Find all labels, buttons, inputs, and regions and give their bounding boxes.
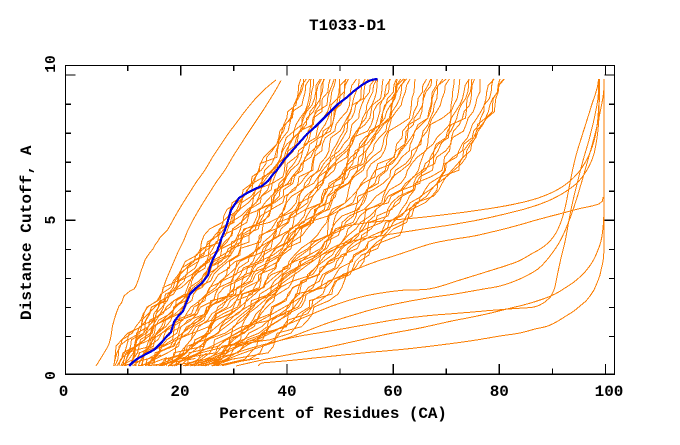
svg-text:100: 100: [595, 383, 624, 401]
svg-text:Distance Cutoff, A: Distance Cutoff, A: [18, 145, 36, 320]
svg-text:Percent of Residues (CA): Percent of Residues (CA): [219, 405, 447, 423]
svg-text:T1033-D1: T1033-D1: [309, 17, 386, 35]
svg-text:20: 20: [170, 383, 189, 401]
svg-text:0: 0: [59, 383, 69, 401]
svg-text:40: 40: [277, 383, 296, 401]
svg-text:60: 60: [383, 383, 402, 401]
svg-text:10: 10: [44, 55, 60, 72]
svg-text:5: 5: [44, 216, 60, 225]
svg-text:0: 0: [44, 371, 60, 380]
svg-text:80: 80: [490, 383, 509, 401]
